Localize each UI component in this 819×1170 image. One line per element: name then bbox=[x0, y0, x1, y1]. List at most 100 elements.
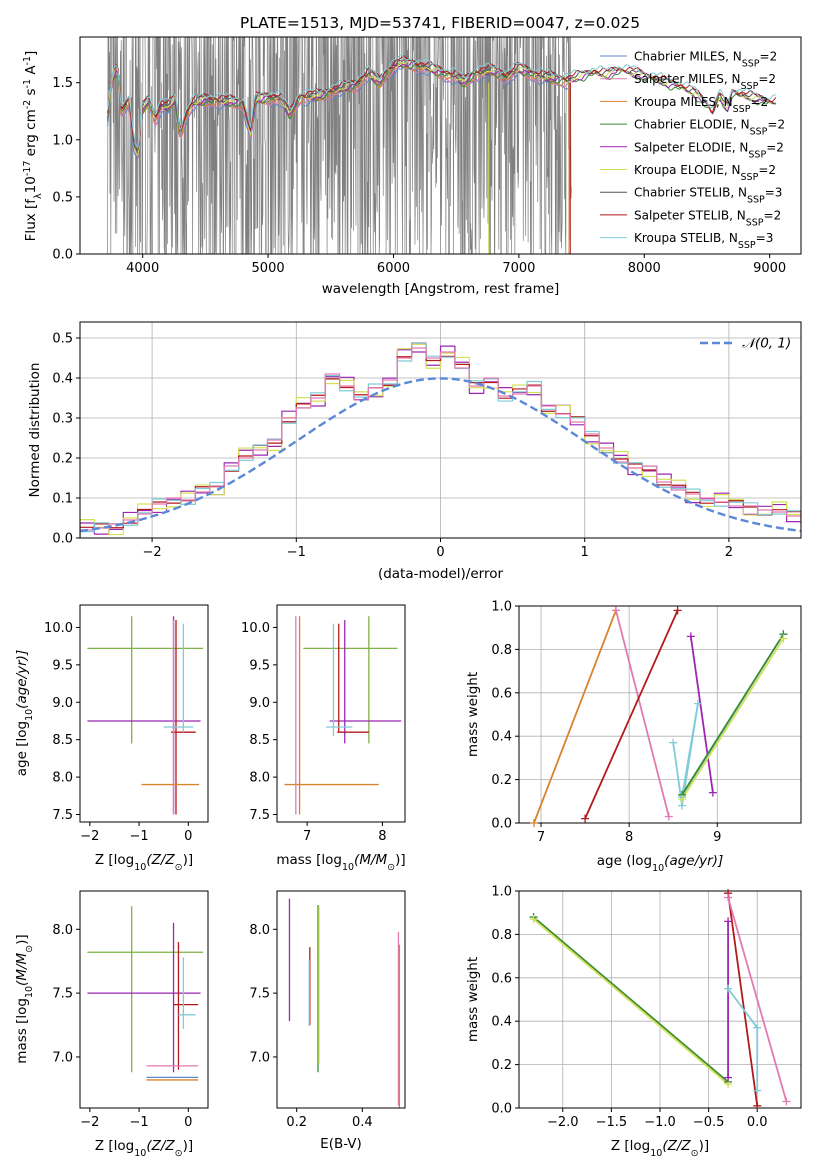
axes-mass_vs_Z: −2 −1 07.07.58.0Z [log10(Z/Z⊙)]mass [log10… bbox=[14, 890, 209, 1159]
label-part: =2 bbox=[767, 118, 785, 132]
histogram-salpeter_elodie bbox=[80, 345, 801, 535]
point-marker bbox=[693, 699, 702, 708]
y-tick-label: 7.5 bbox=[249, 987, 270, 1002]
point-marker bbox=[673, 606, 682, 615]
y-tick-label: 0.8 bbox=[491, 643, 512, 658]
y-tick-label: 0.5 bbox=[52, 190, 73, 205]
y-tick-label: 10.0 bbox=[44, 621, 73, 636]
histogram-kroupa_elodie bbox=[80, 343, 801, 536]
y-tick-label: 0.4 bbox=[491, 1015, 512, 1030]
x-tick-label: 0.2 bbox=[286, 1115, 307, 1130]
x-tick-label: −2 bbox=[80, 829, 99, 844]
label-part: s bbox=[23, 88, 39, 99]
label-part: Z [log bbox=[95, 1138, 134, 1154]
label-part: =2 bbox=[764, 208, 782, 222]
label-part: 10 bbox=[134, 862, 146, 873]
label-part: Salpeter MILES, N bbox=[634, 72, 741, 86]
x-tick-label: 6000 bbox=[377, 261, 410, 276]
label-part: Kroupa ELODIE, N bbox=[634, 163, 741, 177]
label-part: erg cm bbox=[23, 109, 39, 160]
label-part: Chabrier ELODIE, N bbox=[634, 118, 750, 132]
axes-frame bbox=[79, 890, 209, 1109]
axes-frame bbox=[276, 890, 406, 1109]
label-part: (Z/Z bbox=[662, 1138, 691, 1154]
x-tick-label: −2 bbox=[80, 1115, 99, 1130]
axes-spectrum: 4000 5000 6000 7000 8000 9000 0.0 0.5 1.0 1.5 Chab… bbox=[22, 36, 802, 297]
axes-frame bbox=[518, 605, 802, 824]
y-tick-label: 8.0 bbox=[52, 771, 73, 786]
label-part: -17 bbox=[22, 161, 33, 177]
y-tick-label: 0.8 bbox=[491, 928, 512, 943]
label-part: ⊙ bbox=[691, 1148, 699, 1159]
axes-residuals: −2 −1 0 1 2 0.0 0.1 0.2 0.3 0.4 0.5 𝒩(0, 1) (data-mo… bbox=[27, 321, 802, 582]
label-part: SSP bbox=[748, 149, 766, 160]
label-part: =3 bbox=[756, 231, 774, 245]
label-part: Chabrier STELIB, N bbox=[634, 186, 747, 200]
label-part: ⊙ bbox=[24, 945, 35, 953]
age-z-y-label: age [log10(age/yr)] bbox=[14, 650, 35, 776]
weight-age-x-label: age (log10(age/yr)] bbox=[597, 853, 723, 874]
label-part: Chabrier MILES, N bbox=[634, 50, 742, 64]
x-tick-label: 0.0 bbox=[747, 1115, 768, 1130]
y-tick-label: 7.5 bbox=[52, 808, 73, 823]
weight-z-x-label: Z [log10(Z/Z⊙)] bbox=[611, 1138, 709, 1159]
point-marker bbox=[779, 634, 788, 643]
label-part: 10 bbox=[342, 862, 354, 873]
mass-z-y-label: mass [log10(M/M⊙)] bbox=[14, 934, 35, 1063]
x-tick-label: 5000 bbox=[252, 261, 285, 276]
label-part: =2 bbox=[750, 95, 768, 109]
y-tick-label: 0.0 bbox=[491, 817, 512, 832]
x-tick-label: 0 bbox=[436, 545, 444, 560]
x-tick-label: 0.4 bbox=[352, 1115, 373, 1130]
plot-area-weight_vs_age bbox=[533, 609, 785, 823]
label-part: SSP bbox=[742, 58, 760, 69]
x-tick-label: 7000 bbox=[502, 261, 535, 276]
y-tick-label: 1.0 bbox=[52, 133, 73, 148]
label-part: λ bbox=[33, 193, 44, 199]
label-part: age (log bbox=[597, 853, 652, 869]
x-tick-label: −1 bbox=[287, 545, 306, 560]
normal-curve bbox=[80, 377, 801, 533]
weight-z-y-label: mass weight bbox=[465, 957, 481, 1042]
x-tick-label: 8 bbox=[378, 829, 386, 844]
series-salpeter_stelib bbox=[584, 609, 679, 820]
label-part: SSP bbox=[746, 217, 764, 228]
y-tick-label: 9.5 bbox=[249, 658, 270, 673]
y-tick-label: 8.0 bbox=[52, 923, 73, 938]
point-marker bbox=[753, 1086, 762, 1095]
y-tick-label: 1.5 bbox=[52, 76, 73, 91]
residuals-y-label: Normed distribution bbox=[27, 363, 43, 498]
y-tick-label: 9.0 bbox=[249, 696, 270, 711]
plot-area-spectrum bbox=[107, 37, 777, 254]
label-part: Z [log bbox=[611, 1138, 650, 1154]
legend-entry: Salpeter STELIB, NSSP=2 bbox=[634, 208, 781, 228]
label-part: (age/yr)] bbox=[664, 853, 723, 869]
x-tick-label: −2 bbox=[143, 545, 162, 560]
label-part: )] bbox=[699, 1138, 710, 1154]
plot-area-age_vs_Z bbox=[87, 616, 204, 815]
legend-entry: Chabrier STELIB, NSSP=3 bbox=[634, 186, 782, 206]
observed-spectrum bbox=[107, 37, 572, 254]
label-part: =2 bbox=[766, 140, 784, 154]
axes-age_vs_mass: 7 8 7.5 8.0 8.5 9.0 9.5 10.0 mass [log10(M/M⊙)] bbox=[241, 604, 406, 873]
point-marker bbox=[669, 738, 678, 747]
y-tick-label: 0.5 bbox=[52, 332, 73, 347]
series-salpeter_miles bbox=[727, 897, 788, 1102]
label-part: -1 bbox=[22, 79, 33, 88]
label-part: 10 bbox=[134, 1148, 146, 1159]
label-part: Salpeter STELIB, N bbox=[634, 208, 746, 222]
label-part: mass [log bbox=[276, 852, 342, 868]
point-marker bbox=[611, 606, 620, 615]
label-part: (age/yr)] bbox=[14, 650, 30, 709]
x-tick-label: 2 bbox=[725, 545, 733, 560]
y-tick-label: 0.0 bbox=[52, 248, 73, 263]
x-tick-label: −1 bbox=[129, 1115, 148, 1130]
x-tick-label: −2.0 bbox=[547, 1115, 579, 1130]
legend-entry: Chabrier ELODIE, NSSP=2 bbox=[634, 118, 785, 138]
legend-entry: Chabrier MILES, NSSP=2 bbox=[634, 50, 777, 70]
label-part: -2 bbox=[22, 100, 33, 109]
series-salpeter_miles bbox=[615, 610, 670, 817]
point-marker bbox=[708, 788, 717, 797]
y-tick-label: 0.2 bbox=[491, 773, 512, 788]
label-part: Kroupa MILES, N bbox=[634, 95, 733, 109]
